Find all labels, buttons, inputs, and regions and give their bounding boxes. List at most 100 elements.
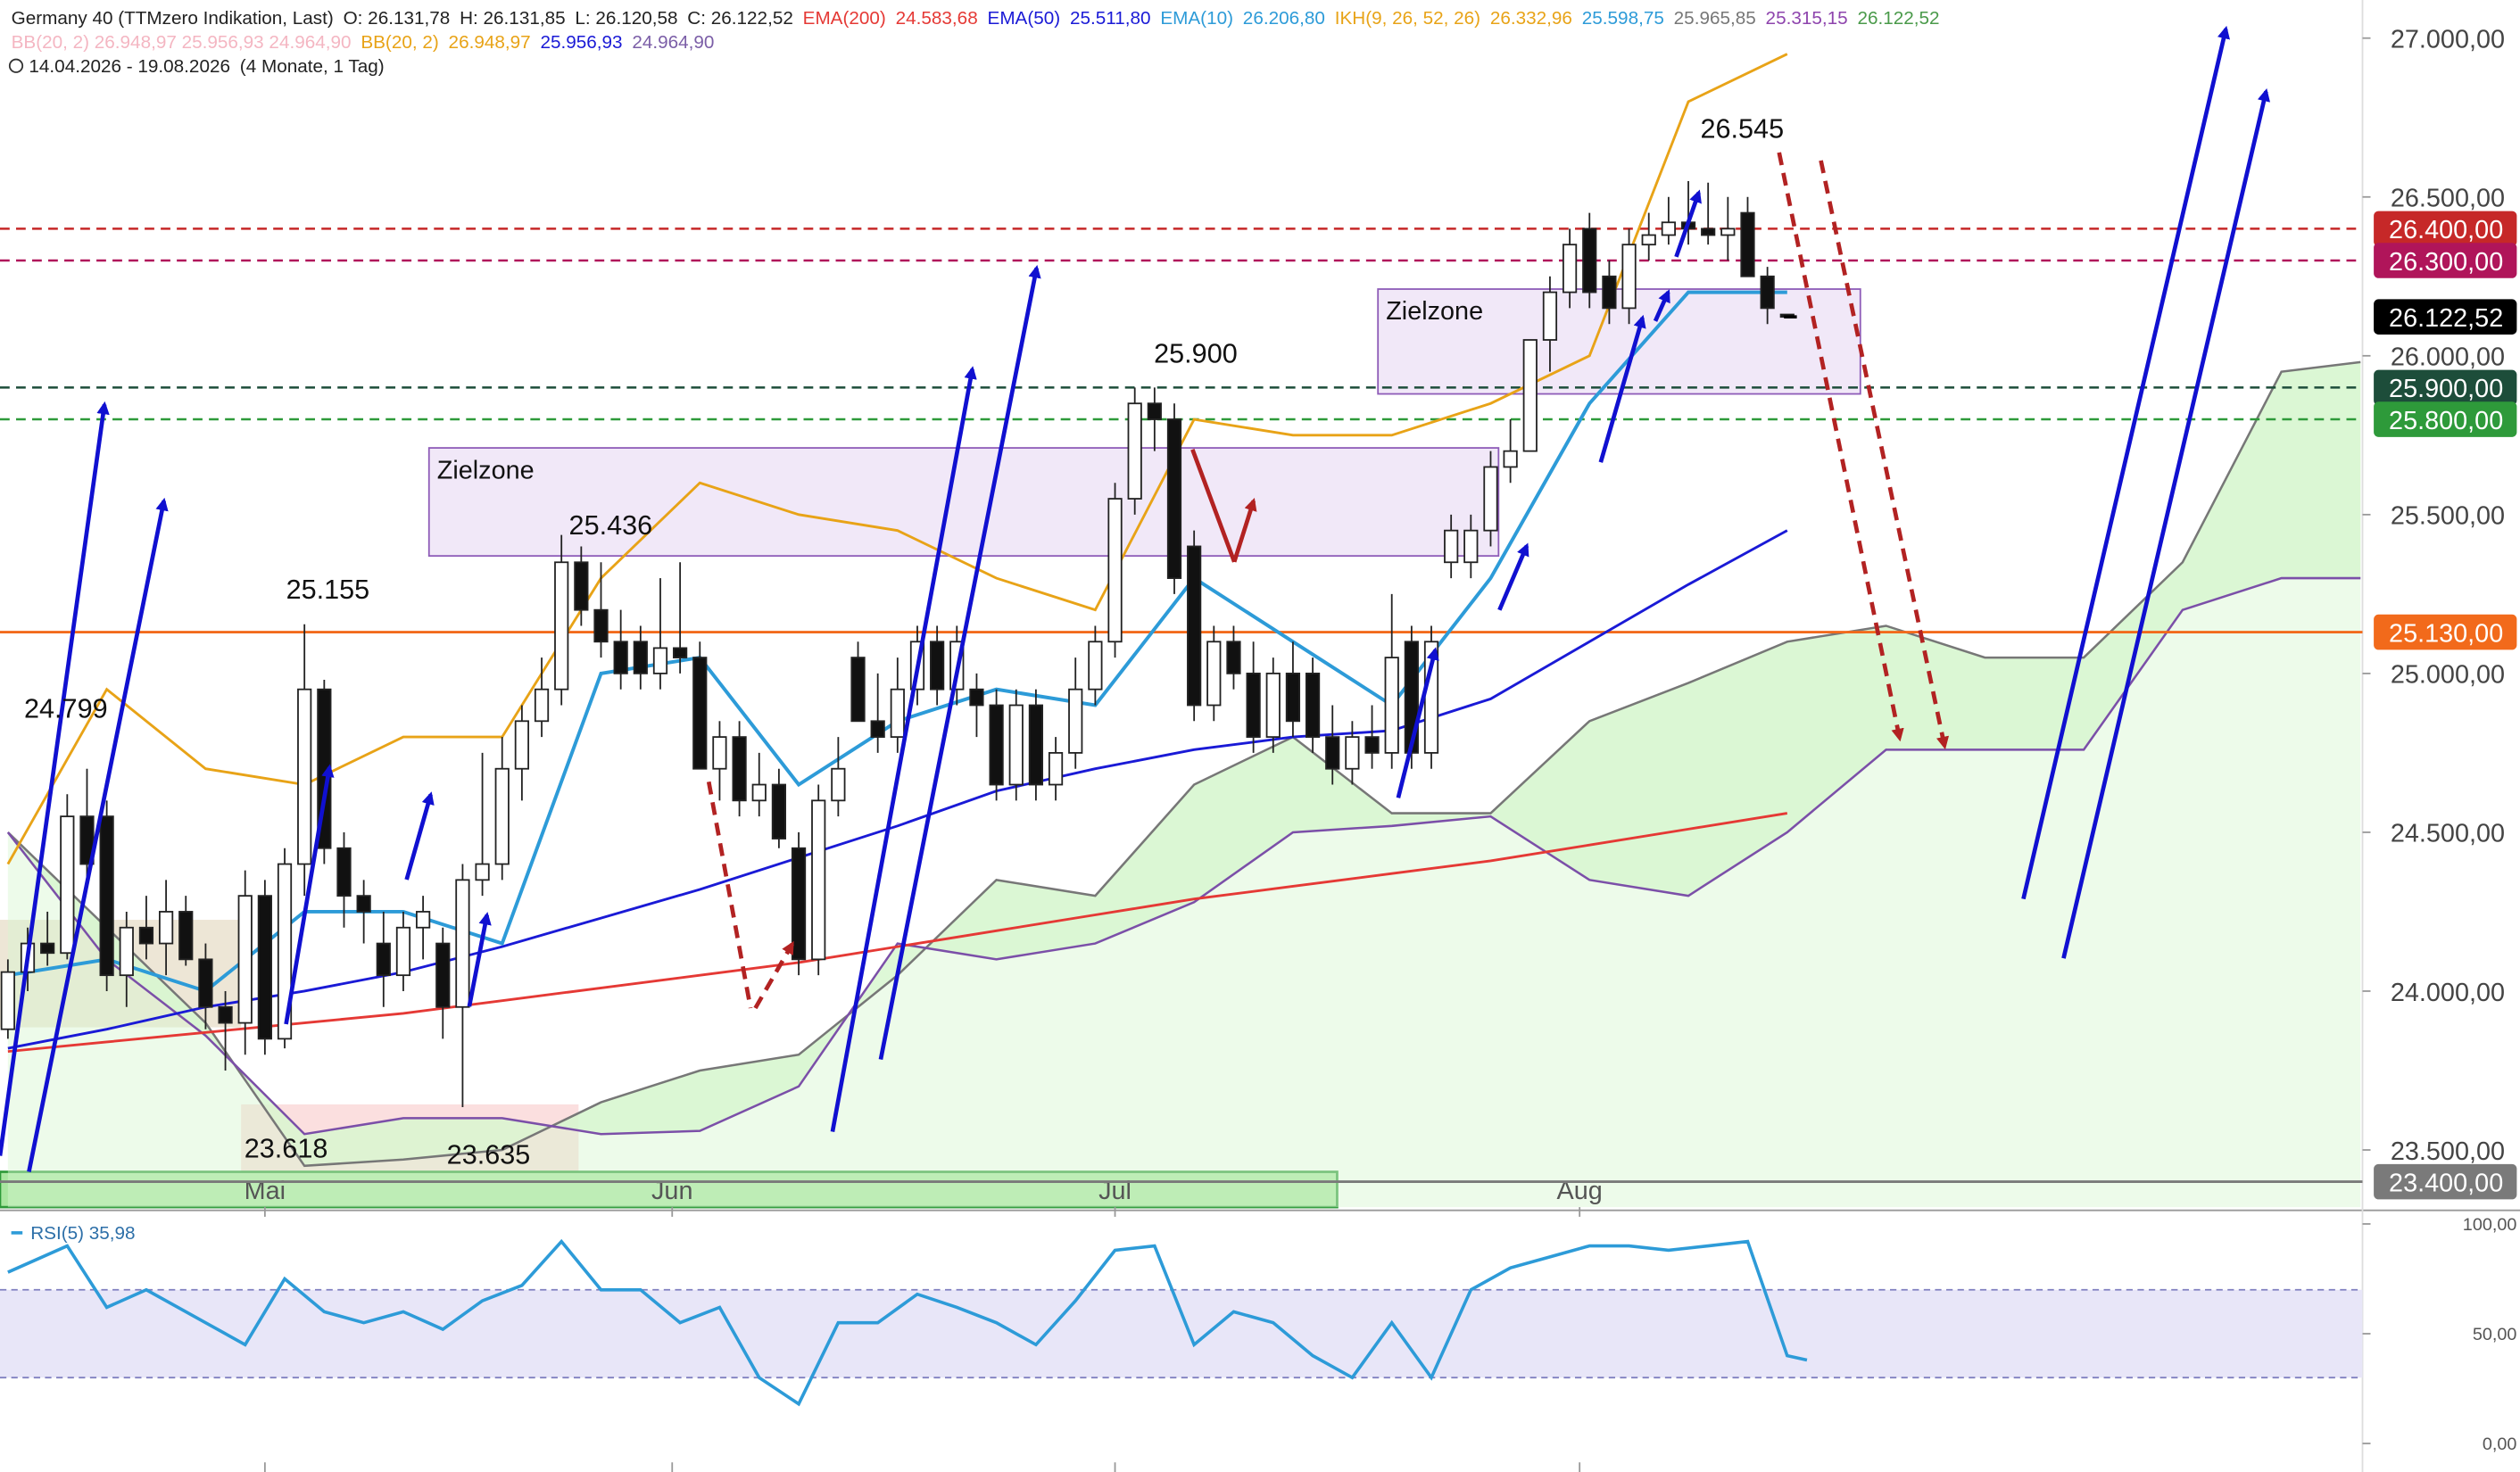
candle-body [198, 958, 213, 1008]
level-label-box [2374, 243, 2517, 278]
header-item: EMA(50) [988, 8, 1061, 29]
candle-body [1028, 704, 1044, 786]
candle-body [1088, 641, 1103, 691]
rsi-tick-label: 0,00 [2483, 1435, 2517, 1454]
level-label-box [2374, 401, 2517, 437]
candle-body [673, 647, 688, 658]
annotation: 25.436 [569, 510, 653, 541]
candle-body [890, 688, 905, 739]
arrow [1231, 497, 1257, 563]
arrow [830, 366, 977, 1132]
candle-body [158, 911, 174, 945]
candle-body [435, 942, 451, 1008]
candle-body [930, 641, 945, 691]
header-line: 14.04.2026 - 19.08.2026 (4 Monate, 1 Tag) [29, 56, 384, 77]
candle-body [79, 815, 95, 865]
candle-body [1503, 450, 1518, 468]
candle-body [969, 688, 984, 707]
candle-body [416, 911, 431, 929]
candle-body [494, 767, 510, 865]
cloud-area [7, 361, 2361, 1208]
candle-body [1107, 498, 1123, 643]
candle-body [40, 942, 55, 955]
candle-body [1661, 221, 1676, 236]
candle-body [831, 767, 846, 802]
candle-body [297, 688, 312, 865]
header-item: BB(20, 2) 26.948,97 25.956,93 24.964,90 [12, 32, 352, 53]
candle-body [850, 657, 866, 723]
candle-body [60, 815, 75, 955]
rsi-tick-label: 100,00 [2463, 1215, 2517, 1235]
annotation: 25.155 [286, 575, 370, 605]
header-item: 25.965,85 [1674, 8, 1756, 29]
arrow [1674, 189, 1702, 258]
cloud-span-a [6, 360, 2361, 1168]
y-tick-label: 23.500,00 [2391, 1137, 2505, 1166]
candle-body [277, 863, 293, 1040]
candle-body [1008, 704, 1024, 786]
level-label: 25.800,00 [2389, 407, 2503, 435]
candle-body [119, 926, 134, 977]
rsi-tick-label: 50,00 [2473, 1325, 2517, 1344]
annotation: 23.618 [245, 1133, 328, 1163]
annotation: 25.900 [1154, 339, 1238, 369]
zone-box [0, 1170, 1339, 1209]
candle-body [1760, 275, 1775, 310]
candle-body [652, 647, 668, 674]
header-item: 26.206,80 [1243, 8, 1325, 29]
indicator-line [7, 529, 1788, 1050]
candle-body [1265, 672, 1281, 739]
candle-body [1068, 688, 1083, 754]
candle-body [1562, 244, 1578, 294]
header-item: 25.956,93 [540, 32, 622, 53]
candle-body [1166, 418, 1182, 579]
candle-body [376, 942, 391, 977]
candle-body [791, 847, 807, 961]
level-label: 26.300,00 [2389, 248, 2503, 277]
header-item: 25.511,80 [1070, 8, 1151, 29]
candle-body [712, 736, 727, 770]
header-line: BB(20, 2) 26.948,97 25.956,93 24.964,90 B… [12, 32, 715, 53]
level-label-box [2374, 299, 2517, 335]
indicator-line [7, 812, 1788, 1054]
arrow [2061, 88, 2270, 959]
header-item: 24.583,68 [896, 8, 978, 29]
candle-body [692, 657, 708, 770]
level-label: 26.122,52 [2389, 304, 2503, 333]
header-item: 26.332,96 [1490, 8, 1572, 29]
candle-body [613, 641, 628, 674]
header-item: 26.948,97 [449, 32, 531, 53]
y-tick-label: 25.500,00 [2391, 502, 2505, 531]
header-item: (4 Monate, 1 Tag) [240, 56, 385, 77]
header-item: C: 26.122,52 [687, 8, 793, 29]
arrow [1819, 160, 1950, 750]
candle-body [1483, 466, 1498, 532]
candle-body [1621, 244, 1637, 310]
annotation: 23.635 [447, 1140, 531, 1170]
candle-body [1720, 227, 1736, 236]
rsi-band [0, 1289, 2363, 1378]
arrow [1777, 152, 1904, 742]
target-zone [1377, 288, 1861, 395]
candle-body [633, 641, 648, 674]
candle-body [574, 561, 589, 611]
candle-body [1463, 529, 1479, 564]
arrow [1598, 314, 1646, 463]
arrow [467, 912, 492, 1007]
arrow [1396, 647, 1439, 798]
y-tick-label: 27.000,00 [2391, 26, 2505, 54]
header-item: H: 26.131,85 [460, 8, 566, 29]
candle-body [257, 895, 272, 1040]
y-tick-label: 25.000,00 [2391, 661, 2505, 690]
candle-body [0, 971, 15, 1030]
cloud-span-b [6, 576, 2361, 1136]
arrow [404, 791, 435, 881]
candle-body [1602, 275, 1617, 310]
arrow [1190, 449, 1237, 563]
candle-body [1187, 545, 1202, 707]
header-item: 14.04.2026 - 19.08.2026 [29, 56, 230, 77]
y-tick-label: 26.000,00 [2391, 343, 2505, 372]
candle-body [336, 847, 352, 897]
annotation: 24.799 [24, 693, 108, 724]
